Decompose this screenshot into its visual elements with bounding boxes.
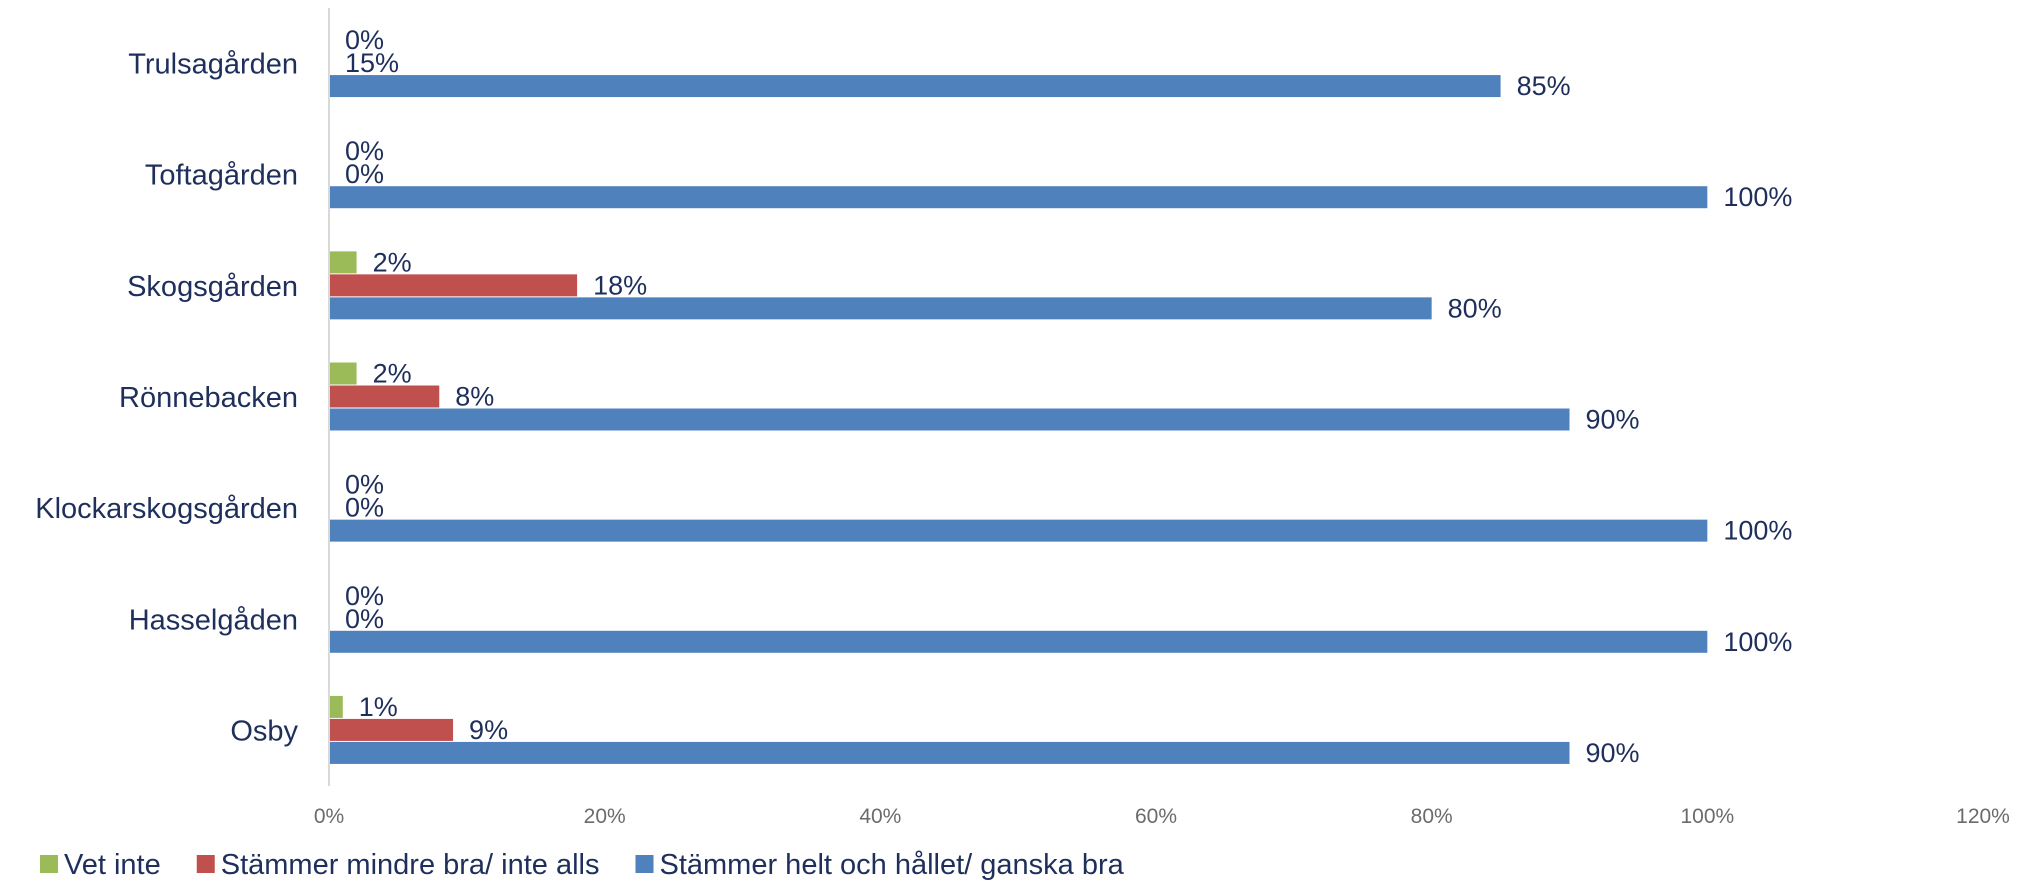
- bar: [329, 251, 357, 273]
- data-label: 15%: [345, 48, 399, 78]
- bar: [329, 274, 577, 296]
- bars-layer: [329, 75, 1707, 764]
- bar: [329, 386, 439, 408]
- bar: [329, 409, 1570, 431]
- data-label: 0%: [345, 493, 384, 523]
- tick-label: 40%: [859, 805, 901, 828]
- tick-label: 80%: [1411, 805, 1453, 828]
- data-label: 100%: [1723, 182, 1792, 212]
- data-label: 2%: [373, 247, 412, 277]
- bar: [329, 631, 1707, 653]
- data-label: 90%: [1586, 738, 1640, 768]
- legend-item: Stämmer mindre bra/ inte alls: [197, 849, 600, 881]
- category-axis: Trulsagården Toftagården Skogsgården Rönneb…: [35, 49, 298, 748]
- data-label: 18%: [593, 270, 647, 300]
- data-label: 80%: [1448, 293, 1502, 323]
- legend-swatch: [197, 855, 215, 873]
- tick-label: 60%: [1135, 805, 1177, 828]
- legend: Vet inte Stämmer mindre bra/ inte alls Stä…: [40, 849, 1125, 881]
- legend-item: Vet inte: [40, 849, 161, 881]
- category-label: Toftagården: [145, 160, 298, 192]
- data-label: 1%: [359, 692, 398, 722]
- category-label: Trulsagården: [128, 49, 298, 81]
- bar: [329, 297, 1432, 319]
- data-label: 0%: [345, 604, 384, 634]
- legend-label: Stämmer mindre bra/ inte alls: [221, 849, 600, 881]
- category-label: Klockarskogsgården: [35, 493, 298, 525]
- category-label: Rönnebacken: [119, 382, 298, 414]
- data-labels-layer: 0%15%85%0%0%100%2%18%80%2%8%90%0%0%100%0…: [345, 25, 1792, 768]
- value-axis: 0% 20% 40% 60% 80% 100% 120%: [314, 805, 2010, 828]
- data-label: 8%: [455, 382, 494, 412]
- bar: [329, 520, 1707, 542]
- tick-label: 100%: [1680, 805, 1734, 828]
- bar: [329, 75, 1501, 97]
- data-label: 0%: [345, 159, 384, 189]
- legend-label: Vet inte: [64, 849, 161, 881]
- legend-item: Stämmer helt och hållet/ ganska bra: [636, 849, 1125, 881]
- bar: [329, 186, 1707, 208]
- data-label: 100%: [1723, 627, 1792, 657]
- tick-label: 0%: [314, 805, 344, 828]
- category-label: Skogsgården: [127, 271, 298, 303]
- legend-swatch: [40, 855, 58, 873]
- tick-label: 20%: [584, 805, 626, 828]
- bar: [329, 696, 343, 718]
- bar: [329, 719, 453, 741]
- tick-label: 120%: [1956, 805, 2010, 828]
- data-label: 100%: [1723, 516, 1792, 546]
- data-label: 85%: [1517, 71, 1571, 101]
- bar: [329, 742, 1570, 764]
- data-label: 90%: [1586, 405, 1640, 435]
- legend-label: Stämmer helt och hållet/ ganska bra: [660, 849, 1125, 881]
- legend-swatch: [636, 855, 654, 873]
- category-label: Hasselgåden: [129, 604, 298, 636]
- category-label: Osby: [230, 715, 298, 747]
- data-label: 2%: [373, 359, 412, 389]
- bar: [329, 363, 357, 385]
- data-label: 9%: [469, 715, 508, 745]
